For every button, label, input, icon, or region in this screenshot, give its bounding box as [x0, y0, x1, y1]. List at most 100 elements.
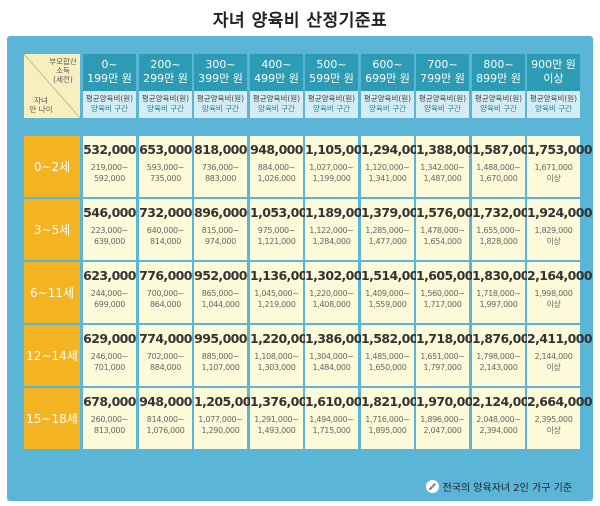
subheader-range: 양육비 구간	[424, 104, 461, 113]
income-bracket-header: 200~ 299만 원	[139, 54, 192, 91]
average-cost: 653,000	[139, 142, 192, 157]
average-cost: 1,220,000	[250, 331, 316, 346]
range-start: 1,494,000~	[309, 415, 354, 424]
bracket-line2: 399만 원	[198, 72, 243, 85]
cost-cell: 1,924,000 1,829,000 이상	[527, 199, 593, 260]
range-start: 1,998,000	[534, 289, 573, 298]
bracket-line1: 200~	[150, 58, 181, 71]
cost-cell: 1,220,000 1,108,000~ 1,303,000	[250, 325, 316, 386]
column-subheader: 평균양육비(원) 양육비 구간	[194, 91, 247, 118]
range-end: 884,000	[150, 363, 181, 372]
range-end: 이상	[546, 426, 561, 435]
cost-range: 1,798,000~ 2,143,000	[472, 351, 525, 373]
corner-top-line: 부모합산	[49, 57, 77, 66]
range-end: 1,715,000	[312, 426, 351, 435]
age-group-label: 6~11세	[24, 262, 80, 323]
range-start: 1,220,000~	[309, 289, 354, 298]
range-start: 1,560,000~	[420, 289, 465, 298]
average-cost: 1,105,000	[305, 142, 371, 157]
range-start: 1,671,000	[534, 163, 573, 172]
average-cost: 1,376,000	[250, 394, 316, 409]
cost-range: 1,560,000~ 1,717,000	[416, 288, 469, 310]
range-end: 1,408,000	[312, 300, 351, 309]
average-cost: 732,000	[139, 205, 192, 220]
range-start: 884,000~	[257, 163, 296, 172]
average-cost: 818,000	[194, 142, 247, 157]
average-cost: 1,189,000	[305, 205, 371, 220]
range-start: 1,027,000~	[309, 163, 354, 172]
cost-cell: 948,000 814,000~ 1,076,000	[139, 388, 192, 449]
cost-range: 223,000~ 639,000	[83, 225, 136, 247]
subheader-range: 양육비 구간	[313, 104, 350, 113]
average-cost: 1,732,000	[472, 205, 538, 220]
subheader-average: 평균양육비(원)	[529, 94, 578, 103]
corner-top-line: 소득	[56, 66, 70, 75]
cost-cell: 1,514,000 1,409,000~ 1,559,000	[361, 262, 427, 323]
diagonal-line	[24, 54, 80, 118]
range-start: 1,108,000~	[254, 352, 299, 361]
range-end: 1,199,000	[312, 174, 351, 183]
cost-cell: 952,000 865,000~ 1,044,000	[194, 262, 247, 323]
range-end: 1,997,000	[479, 300, 518, 309]
average-cost: 1,294,000	[361, 142, 427, 157]
average-cost: 1,610,000	[305, 394, 371, 409]
bracket-line2: 199만 원	[87, 72, 132, 85]
cost-range: 1,998,000 이상	[527, 288, 580, 310]
cost-cell: 732,000 640,000~ 814,000	[139, 199, 192, 260]
range-start: 1,342,000~	[420, 163, 465, 172]
column-subheader: 평균양육비(원) 양육비 구간	[472, 91, 525, 118]
average-cost: 948,000	[250, 142, 303, 157]
range-start: 219,000~	[90, 163, 129, 172]
cost-range: 1,494,000~ 1,715,000	[305, 414, 358, 436]
subheader-range: 양육비 구간	[480, 104, 517, 113]
cost-range: 246,000~ 701,000	[83, 351, 136, 373]
range-start: 865,000~	[201, 289, 240, 298]
income-bracket-header: 700~ 799만 원	[416, 54, 469, 91]
cost-cell: 532,000 219,000~ 592,000	[83, 136, 136, 197]
range-end: 2,394,000	[479, 426, 518, 435]
cost-cell: 1,302,000 1,220,000~ 1,408,000	[305, 262, 371, 323]
average-cost: 629,000	[83, 331, 136, 346]
cost-cell: 896,000 815,000~ 974,000	[194, 199, 247, 260]
cost-cell: 2,124,000 2,048,000~ 2,394,000	[472, 388, 538, 449]
range-start: 1,409,000~	[365, 289, 410, 298]
cost-cell: 1,610,000 1,494,000~ 1,715,000	[305, 388, 371, 449]
range-start: 1,285,000~	[365, 226, 410, 235]
range-start: 815,000~	[201, 226, 240, 235]
average-cost: 1,379,000	[361, 205, 427, 220]
bracket-line1: 600~	[372, 58, 403, 71]
range-end: 974,000	[205, 237, 236, 246]
range-end: 1,107,000	[201, 363, 240, 372]
range-start: 2,395,000	[534, 415, 573, 424]
subheader-average: 평균양육비(원)	[307, 94, 356, 103]
income-bracket-header: 900만 원 이상	[527, 54, 580, 91]
average-cost: 1,753,000	[527, 142, 593, 157]
cost-range: 640,000~ 814,000	[139, 225, 192, 247]
range-end: 1,717,000	[423, 300, 462, 309]
cost-cell: 653,000 593,000~ 735,000	[139, 136, 192, 197]
bracket-line2: 699만 원	[365, 72, 410, 85]
cost-range: 865,000~ 1,044,000	[194, 288, 247, 310]
cost-range: 1,896,000~ 2,047,000	[416, 414, 469, 436]
range-end: 814,000	[150, 237, 181, 246]
range-start: 1,045,000~	[254, 289, 299, 298]
column-subheader: 평균양육비(원) 양육비 구간	[416, 91, 469, 118]
corner-bottom-line: 자녀	[34, 96, 48, 105]
average-cost: 995,000	[194, 331, 247, 346]
range-start: 1,077,000~	[198, 415, 243, 424]
cost-range: 1,829,000 이상	[527, 225, 580, 247]
average-cost: 1,386,000	[305, 331, 371, 346]
range-start: 1,291,000~	[254, 415, 299, 424]
cost-range: 1,409,000~ 1,559,000	[361, 288, 414, 310]
range-end: 이상	[546, 363, 561, 372]
bracket-line1: 700~	[427, 58, 458, 71]
page-title: 자녀 양육비 산정기준표	[212, 11, 388, 31]
average-cost: 678,000	[83, 394, 136, 409]
average-cost: 1,587,000	[472, 142, 538, 157]
cost-range: 1,488,000~ 1,670,000	[472, 162, 525, 184]
average-cost: 1,582,000	[361, 331, 427, 346]
age-group-label: 15~18세	[24, 388, 80, 449]
average-cost: 952,000	[194, 268, 247, 283]
average-cost: 1,053,000	[250, 205, 316, 220]
cost-range: 1,655,000~ 1,828,000	[472, 225, 525, 247]
